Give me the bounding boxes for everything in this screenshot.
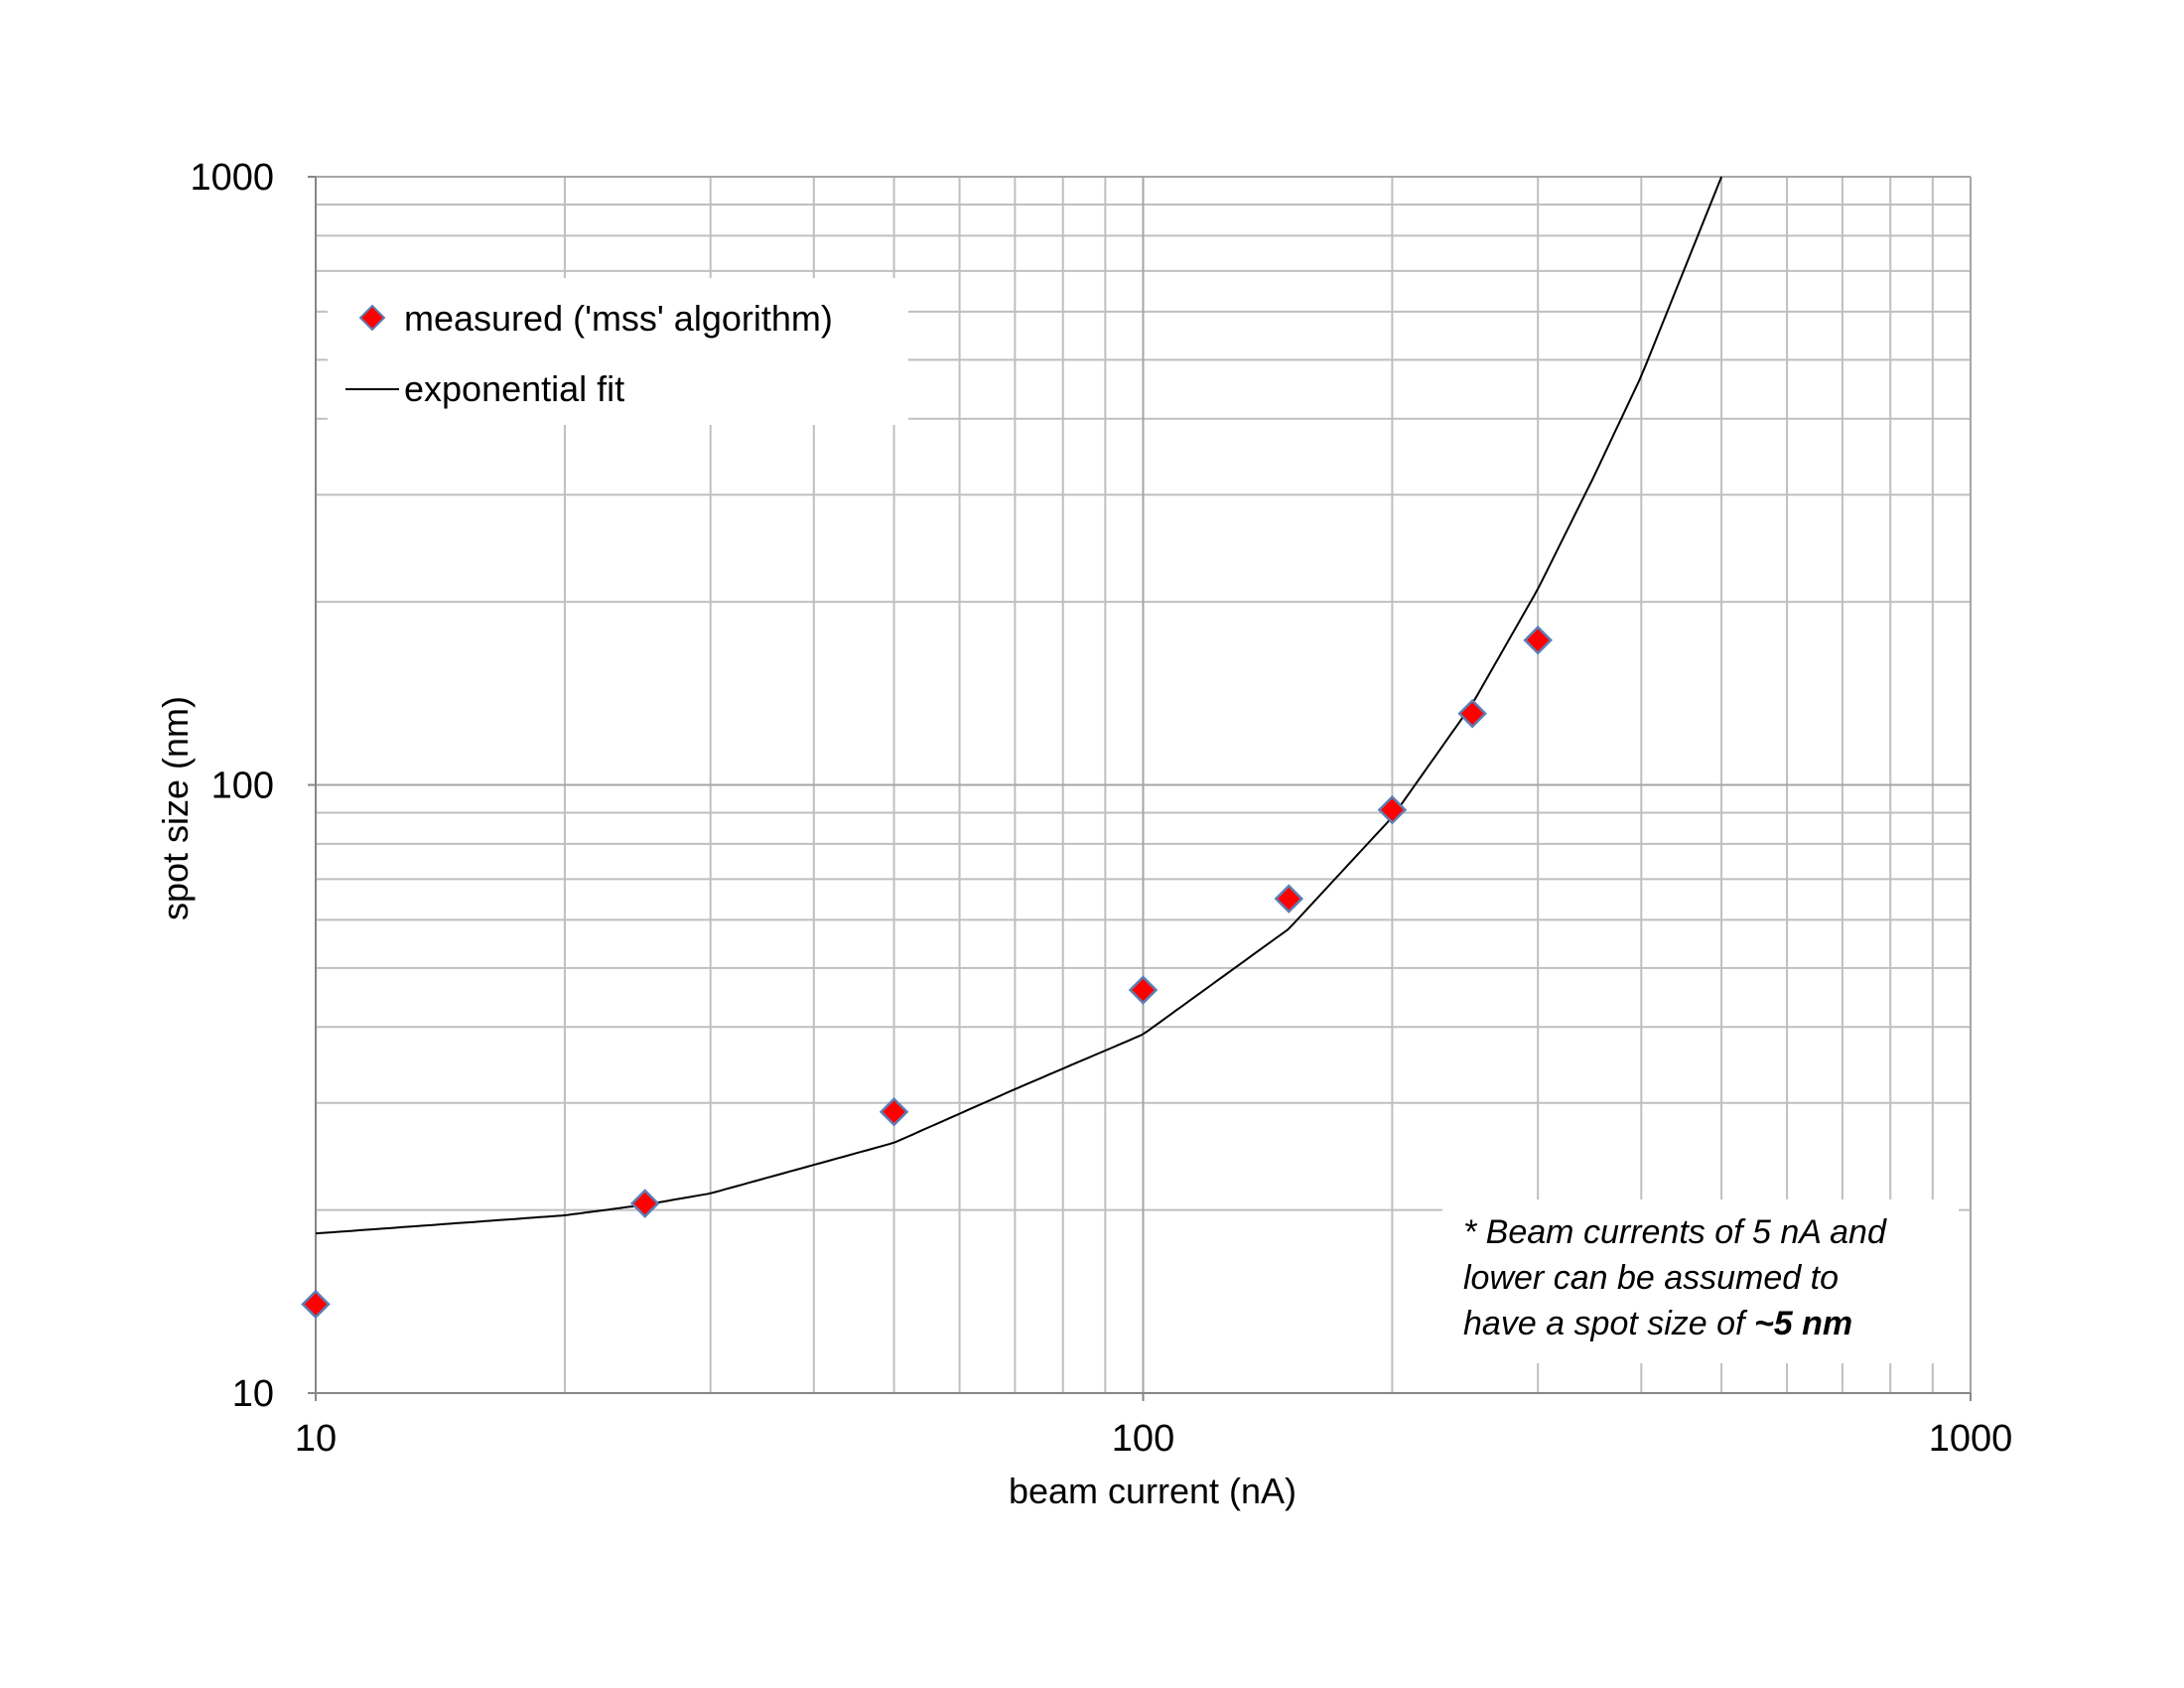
legend-diamond-marker	[358, 304, 386, 332]
x-axis-title: beam current (nA)	[1009, 1471, 1297, 1511]
x-tick-label: 1000	[1929, 1418, 2013, 1460]
legend-background	[328, 278, 908, 425]
y-tick-label: 100	[211, 766, 274, 807]
exponential-fit-line	[315, 176, 1723, 1235]
y-tick-label: 10	[232, 1373, 274, 1415]
annotation-background	[1442, 1199, 1959, 1363]
annotation-line-1: * Beam currents of 5 nA and	[1463, 1213, 1887, 1251]
annotation-line-3-bold: ~5 nm	[1754, 1305, 1852, 1342]
annotation-line-3: have a spot size of ~5 nm	[1463, 1305, 1852, 1342]
measured-point	[879, 1097, 909, 1127]
legend: measured ('mss' algorithm) exponential f…	[328, 278, 908, 425]
measured-point	[1457, 698, 1487, 729]
fit-line-layer	[315, 176, 1723, 1235]
measured-point	[629, 1189, 660, 1218]
points-layer	[301, 625, 1553, 1320]
legend-label-fit: exponential fit	[404, 368, 624, 409]
x-tick-label: 100	[1112, 1418, 1174, 1460]
y-tick-label: 1000	[190, 157, 274, 199]
measured-point	[301, 1289, 331, 1320]
axes	[308, 176, 1972, 1401]
tick-labels: 10 100 1000 10 100 1000	[190, 157, 2012, 1460]
measured-point	[1274, 884, 1304, 914]
y-axis-title: spot size (nm)	[155, 696, 196, 920]
annotation-line-2: lower can be assumed to	[1463, 1259, 1839, 1297]
annotation-line-3-text: have a spot size of	[1463, 1305, 1754, 1342]
measured-point	[1523, 625, 1553, 655]
annotation-box: * Beam currents of 5 nA and lower can be…	[1442, 1199, 1959, 1363]
measured-point	[1128, 975, 1159, 1005]
measured-point	[1377, 794, 1408, 825]
x-tick-label: 10	[295, 1418, 337, 1460]
legend-label-measured: measured ('mss' algorithm)	[404, 298, 833, 339]
